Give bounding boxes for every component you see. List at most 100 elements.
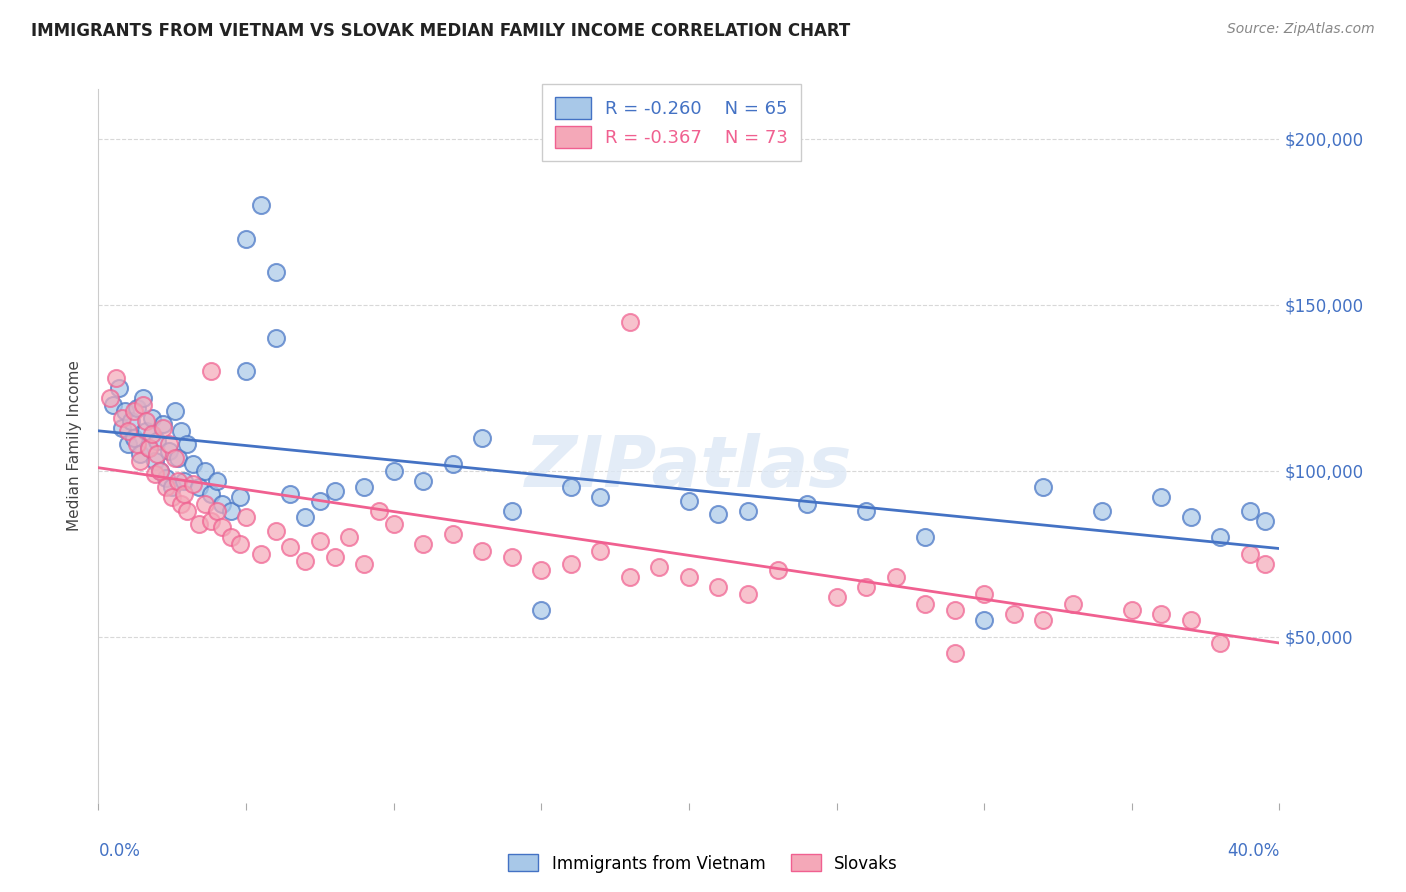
Point [173, 474, 195, 488]
Point [560, 481, 582, 495]
Text: IMMIGRANTS FROM VIETNAM VS SLOVAK MEDIAN FAMILY INCOME CORRELATION CHART: IMMIGRANTS FROM VIETNAM VS SLOVAK MEDIAN… [31, 22, 851, 40]
Point [294, 510, 316, 524]
Point [211, 497, 233, 511]
Point [135, 414, 157, 428]
Point [167, 474, 190, 488]
Point [146, 434, 169, 448]
Point [441, 527, 464, 541]
Point [200, 514, 222, 528]
Point [1209, 636, 1232, 650]
Point [200, 364, 222, 378]
Point [128, 454, 150, 468]
Point [973, 613, 995, 627]
Point [796, 497, 818, 511]
Point [143, 454, 166, 468]
Point [176, 504, 198, 518]
Text: Source: ZipAtlas.com: Source: ZipAtlas.com [1227, 22, 1375, 37]
Point [138, 441, 160, 455]
Point [943, 603, 966, 617]
Point [353, 557, 375, 571]
Point [135, 424, 157, 438]
Point [560, 557, 582, 571]
Point [678, 493, 700, 508]
Point [382, 464, 405, 478]
Point [143, 467, 166, 482]
Point [157, 437, 180, 451]
Point [141, 410, 163, 425]
Point [353, 481, 375, 495]
Point [235, 231, 257, 245]
Point [1150, 491, 1173, 505]
Point [1002, 607, 1025, 621]
Point [412, 474, 434, 488]
Point [138, 441, 160, 455]
Point [194, 497, 217, 511]
Point [120, 414, 142, 428]
Point [471, 543, 494, 558]
Point [1254, 514, 1277, 528]
Point [1032, 613, 1054, 627]
Point [149, 464, 172, 478]
Point [125, 437, 148, 451]
Point [589, 491, 612, 505]
Point [1180, 613, 1202, 627]
Point [1239, 504, 1261, 518]
Point [737, 587, 759, 601]
Point [707, 507, 730, 521]
Point [501, 504, 523, 518]
Text: ZIPatlas: ZIPatlas [526, 433, 852, 502]
Point [122, 404, 145, 418]
Text: 40.0%: 40.0% [1227, 842, 1279, 860]
Point [280, 487, 302, 501]
Point [412, 537, 434, 551]
Point [264, 331, 287, 345]
Point [152, 421, 174, 435]
Point [855, 580, 877, 594]
Point [530, 603, 553, 617]
Point [1254, 557, 1277, 571]
Point [619, 314, 641, 328]
Point [264, 524, 287, 538]
Point [589, 543, 612, 558]
Point [173, 487, 195, 501]
Point [170, 424, 193, 438]
Point [181, 477, 204, 491]
Point [309, 493, 332, 508]
Point [323, 550, 346, 565]
Point [146, 447, 169, 461]
Point [737, 504, 759, 518]
Legend: Immigrants from Vietnam, Slovaks: Immigrants from Vietnam, Slovaks [502, 847, 904, 880]
Point [152, 417, 174, 432]
Point [368, 504, 391, 518]
Point [200, 487, 222, 501]
Point [884, 570, 907, 584]
Y-axis label: Median Family Income: Median Family Income [67, 360, 83, 532]
Point [111, 421, 134, 435]
Point [229, 537, 252, 551]
Point [280, 540, 302, 554]
Point [125, 401, 148, 415]
Point [187, 481, 209, 495]
Point [1239, 547, 1261, 561]
Point [1209, 530, 1232, 544]
Point [155, 470, 177, 484]
Point [162, 481, 183, 495]
Point [141, 427, 163, 442]
Point [111, 410, 134, 425]
Point [167, 450, 190, 465]
Point [108, 381, 131, 395]
Legend: R = -0.260    N = 65, R = -0.367    N = 73: R = -0.260 N = 65, R = -0.367 N = 73 [541, 84, 800, 161]
Point [165, 404, 187, 418]
Point [132, 397, 155, 411]
Point [176, 437, 198, 451]
Point [914, 530, 936, 544]
Point [132, 391, 155, 405]
Point [157, 444, 180, 458]
Point [211, 520, 233, 534]
Point [1121, 603, 1143, 617]
Point [339, 530, 361, 544]
Point [1062, 597, 1084, 611]
Point [323, 483, 346, 498]
Point [235, 510, 257, 524]
Point [1150, 607, 1173, 621]
